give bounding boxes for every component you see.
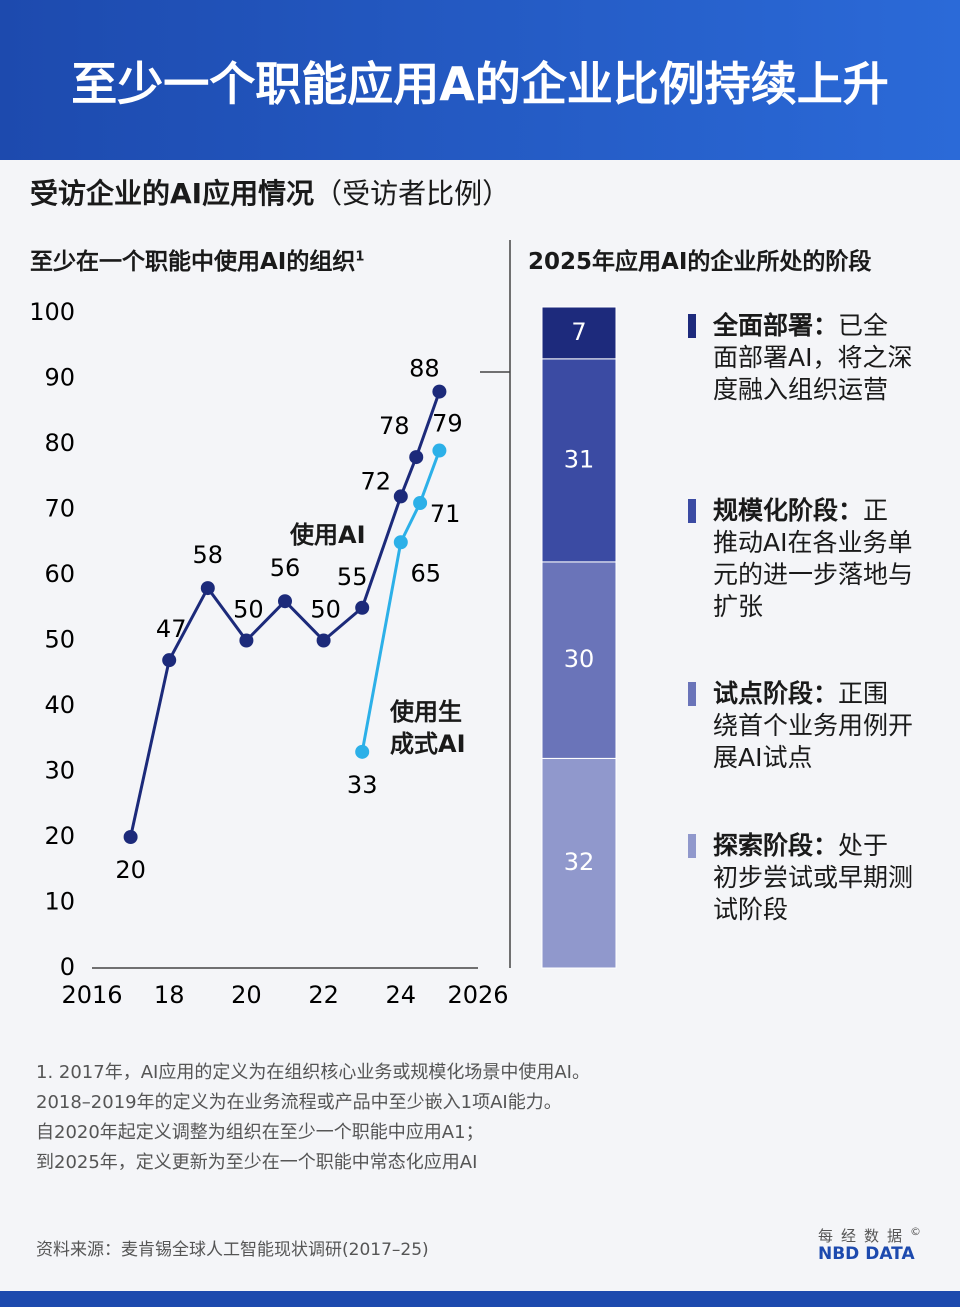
bar-title: 2025年应用AI的企业所处的阶段 [528, 249, 872, 275]
legend-marker [688, 314, 696, 338]
page-title: 至少一个职能应用A的企业比例持续上升 [71, 57, 889, 111]
logo-mark: © [910, 1225, 922, 1238]
legend-desc: 正推动AI在各业务单元的进一步落地与扩张 [713, 496, 914, 621]
data-label: 71 [430, 500, 461, 528]
data-label: 50 [233, 596, 264, 624]
logo-cn: 每经数据© [818, 1225, 921, 1246]
logo-cn-text: 每经数据 [818, 1227, 911, 1245]
series-label: 使用AI [290, 521, 366, 549]
y-tick-label: 0 [60, 953, 75, 981]
y-tick-label: 40 [44, 691, 75, 719]
x-tick-label: 2016 [61, 981, 122, 1009]
footnote-line: 到2025年，定义更新为至少在一个职能中常态化应用AI [36, 1152, 478, 1173]
source: 资料来源：麦肯锡全球人工智能现状调研(2017–25) [36, 1240, 429, 1260]
legend-item: 探索阶段：处于初步尝试或早期测试阶段 [713, 830, 913, 926]
point [162, 653, 177, 668]
data-label: 55 [337, 563, 368, 591]
subtitle-main: 受访企业的AI应用情况 [30, 177, 315, 210]
data-label: 47 [156, 615, 187, 643]
point [355, 744, 370, 759]
y-tick-label: 70 [44, 495, 75, 523]
data-label: 79 [432, 410, 463, 438]
title-note: 1 [355, 249, 365, 265]
legend-marker [688, 682, 696, 706]
legend-item: 全面部署：已全面部署AI，将之深度融入组织运营 [713, 310, 913, 406]
x-tick-label: 24 [386, 981, 417, 1009]
data-label: 72 [361, 467, 392, 495]
point [200, 581, 215, 596]
data-label: 50 [310, 596, 341, 624]
y-tick-label: 10 [44, 888, 75, 916]
x-tick-label: 2026 [447, 981, 508, 1009]
legend-marker [688, 499, 696, 523]
legend-name: 探索阶段： [713, 831, 839, 860]
legend-name: 规模化阶段： [713, 496, 864, 525]
data-label: 88 [409, 355, 440, 383]
footnote-line: 自2020年起定义调整为组织在至少一个职能中应用A1； [36, 1122, 484, 1143]
legend-name: 全面部署： [713, 311, 839, 340]
y-tick-label: 60 [44, 560, 75, 588]
bar-segment [541, 306, 617, 360]
point [409, 450, 424, 465]
y-tick-label: 90 [44, 364, 75, 392]
data-label: 78 [379, 412, 410, 440]
footnote-line: 1. 2017年，AI应用的定义为在组织核心业务或规模化场景中使用AI。 [36, 1062, 590, 1083]
bar-segment [541, 561, 617, 759]
point [278, 594, 292, 609]
line [129, 391, 441, 838]
point [316, 633, 331, 648]
y-tick-label: 100 [29, 298, 75, 326]
data-label: 20 [115, 856, 146, 884]
legend-name: 试点阶段： [713, 679, 839, 708]
subtitle: 受访企业的AI应用情况（受访者比例） [30, 172, 510, 212]
segment-label: 31 [564, 445, 595, 473]
legend-desc: 正围绕首个业务用例开展AI试点 [713, 679, 914, 772]
data-label: 58 [193, 541, 224, 569]
point [239, 633, 254, 648]
x-tick-label: 22 [308, 981, 339, 1009]
legend-item: 试点阶段：正围绕首个业务用例开展AI试点 [713, 678, 913, 774]
line [360, 450, 441, 753]
bottom-strip [0, 1291, 960, 1307]
point [123, 830, 138, 844]
segment-label: 30 [564, 645, 595, 673]
legend-item: 规模化阶段：正推动AI在各业务单元的进一步落地与扩张 [713, 495, 913, 623]
point [413, 495, 428, 510]
legend-desc: 处于初步尝试或早期测试阶段 [713, 831, 914, 924]
legend-desc: 已全面部署AI，将之深度融入组织运营 [713, 311, 913, 404]
y-tick-label: 80 [44, 429, 75, 457]
point [393, 535, 408, 550]
line-title-text: 至少在一个职能中使用AI的组织 [30, 249, 356, 275]
point [355, 600, 370, 615]
legend-marker [688, 834, 696, 858]
segment-label: 7 [571, 318, 586, 346]
y-tick-label: 50 [44, 626, 75, 654]
header: 至少一个职能应用A的企业比例持续上升 [0, 0, 960, 160]
line-title: 至少在一个职能中使用AI的组织1 [30, 242, 364, 276]
bar-segment [541, 358, 617, 563]
segment-label: 32 [564, 848, 595, 876]
x-tick-label: 20 [231, 981, 262, 1009]
logo-en: NBD DATA [818, 1244, 915, 1264]
data-label: 33 [347, 771, 378, 799]
point [393, 489, 408, 504]
data-label: 65 [411, 559, 442, 587]
x-tick-label: 18 [154, 981, 185, 1009]
point [432, 443, 447, 458]
point [432, 384, 447, 399]
series-label: 使用生成式AI [390, 698, 466, 758]
y-tick-label: 30 [44, 757, 75, 785]
footnote-line: 2018–2019年的定义为在业务流程或产品中至少嵌入1项AI能力。 [36, 1092, 562, 1113]
data-label: 56 [270, 554, 301, 582]
y-tick-label: 20 [44, 822, 75, 850]
subtitle-note: （受访者比例） [314, 177, 511, 210]
